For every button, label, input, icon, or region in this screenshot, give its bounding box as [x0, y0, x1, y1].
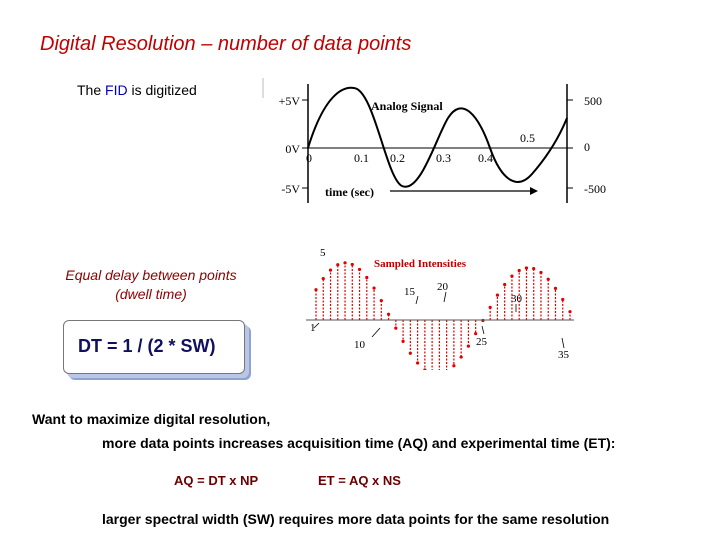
sample-point	[452, 364, 456, 368]
sample-point	[568, 310, 572, 314]
sample-point	[510, 274, 514, 278]
y-right-label: -500	[584, 182, 606, 196]
analog-title: Analog Signal	[371, 99, 443, 113]
sample-point	[350, 262, 354, 267]
sample-point	[459, 355, 463, 359]
x-tick-label: 0.5	[520, 131, 535, 145]
fid-caption: The FID is digitized	[77, 82, 197, 98]
label-pointer	[415, 295, 419, 305]
point-label: 30	[511, 293, 523, 305]
sample-point	[532, 267, 536, 271]
aq-formula: AQ = DT x NP	[174, 473, 259, 488]
point-label: 5	[320, 247, 326, 259]
sample-point	[328, 268, 333, 272]
sample-point	[546, 277, 550, 281]
want-line-1: Want to maximize digital resolution,	[32, 411, 271, 427]
y-left-label: 0V	[285, 142, 300, 156]
want-line-2: more data points increases acquisition t…	[102, 435, 616, 451]
sample-point	[357, 267, 362, 272]
sample-point	[495, 293, 500, 297]
label-pointer	[371, 327, 381, 338]
sample-point	[386, 312, 391, 316]
sampled-intensities-graph: Sampled Intensities 1 5 10 15 20 25 30 3…	[306, 247, 574, 370]
y-left-label: -5V	[281, 182, 300, 196]
delay-line1: Equal delay between points	[65, 267, 237, 283]
sample-point	[408, 351, 412, 355]
y-left-label: +5V	[279, 94, 301, 108]
sample-point	[553, 286, 558, 290]
sample-point	[336, 263, 340, 267]
sample-point	[416, 361, 420, 365]
fid-highlight: FID	[105, 82, 128, 98]
point-label: 10	[354, 339, 366, 351]
sample-point	[503, 282, 507, 287]
sample-point	[372, 286, 376, 290]
sample-point	[401, 339, 405, 343]
arrow-head	[530, 187, 538, 195]
dt-formula: DT = 1 / (2 * SW)	[78, 336, 216, 356]
y-right-label: 0	[584, 140, 590, 154]
x-tick-label: 0.2	[390, 151, 405, 165]
et-formula: ET = AQ x NS	[318, 473, 401, 488]
sample-point	[314, 288, 318, 292]
x-axis-label: time (sec)	[325, 185, 374, 199]
fid-prefix: The	[77, 82, 106, 98]
point-label: 1	[310, 322, 316, 334]
sample-point	[474, 332, 478, 336]
sample-point	[466, 344, 470, 348]
point-label: 35	[558, 349, 570, 361]
point-label: 15	[404, 286, 416, 298]
delay-caption: Equal delay between points (dwell time)	[46, 266, 256, 304]
analog-signal-graph: +5V 0V -5V 500 0 -500 Analog Signal 0 0.…	[262, 78, 606, 203]
label-pointer	[481, 325, 485, 335]
sample-point	[517, 268, 521, 273]
label-pointer	[313, 322, 320, 329]
x-tick-label: 0.3	[436, 151, 451, 165]
sample-stems	[314, 261, 572, 370]
label-pointer	[561, 337, 565, 349]
delay-line2: (dwell time)	[115, 286, 187, 302]
sample-point	[321, 276, 325, 281]
point-label: 25	[476, 336, 488, 348]
larger-sw-line: larger spectral width (SW) requires more…	[102, 511, 610, 527]
x-tick-label: 0.4	[478, 151, 493, 165]
sine-wave	[307, 86, 568, 188]
label-pointer	[443, 291, 447, 303]
sample-point	[561, 297, 565, 302]
sample-point	[539, 270, 543, 275]
sample-point	[365, 275, 369, 280]
sample-point	[423, 368, 427, 370]
sample-point	[343, 261, 347, 265]
sampled-title: Sampled Intensities	[374, 258, 467, 270]
sample-point	[379, 299, 383, 303]
point-label: 20	[437, 281, 449, 293]
sample-point	[524, 266, 529, 270]
y-right-label: 500	[584, 94, 602, 108]
x-tick-label: 0	[306, 151, 312, 165]
slide-title: Digital Resolution – number of data poin…	[40, 33, 412, 55]
x-tick-label: 0.1	[354, 151, 369, 165]
sample-point	[394, 326, 398, 330]
sample-point	[488, 305, 492, 309]
dt-formula-box	[63, 320, 245, 374]
fid-suffix: is digitized	[127, 82, 197, 98]
